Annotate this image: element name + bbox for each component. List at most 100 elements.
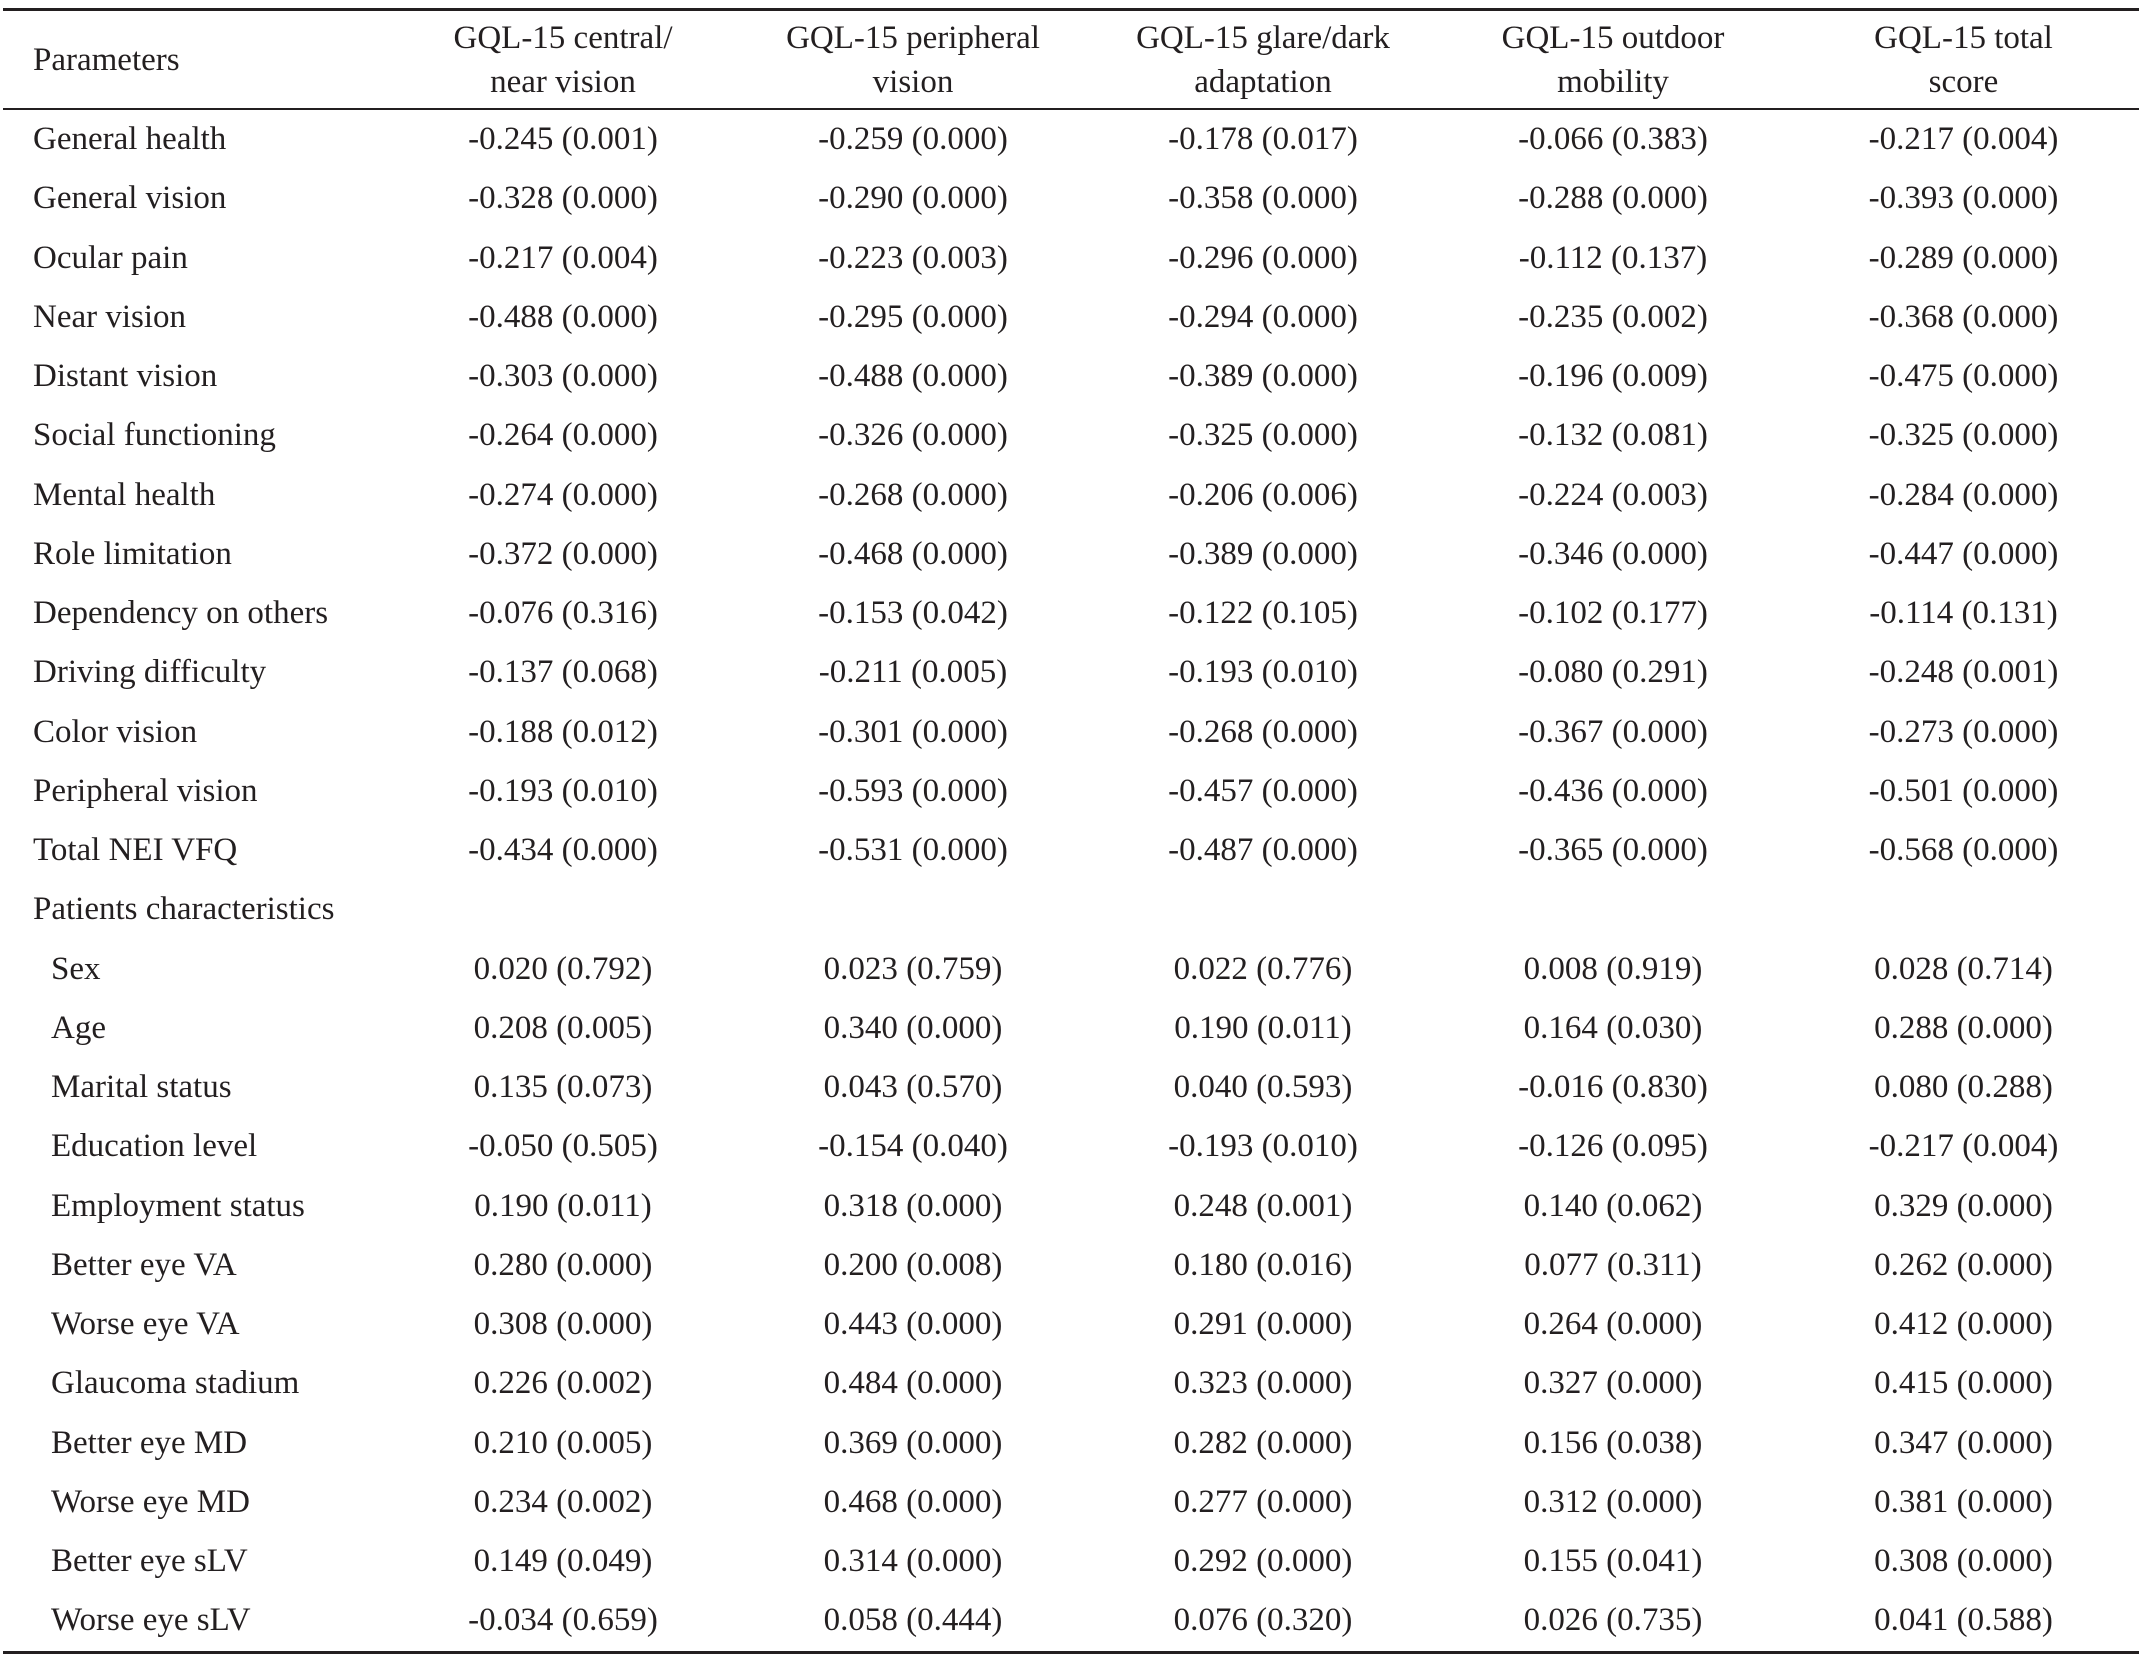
table-cell: -0.389 (0.000) (1168, 358, 1358, 395)
table-cell: 0.149 (0.049) (473, 1543, 653, 1580)
table-cell: -0.114 (0.131) (1869, 595, 2058, 632)
table-cell: 0.140 (0.062) (1523, 1187, 1703, 1224)
table-cell: -0.457 (0.000) (1168, 772, 1358, 809)
table-header: Parameters GQL-15 central/ near vision G… (3, 11, 2139, 108)
row-label: Role limitation (33, 535, 232, 572)
table-cell: -0.325 (0.000) (1168, 417, 1358, 454)
table-cell: 0.347 (0.000) (1874, 1424, 2053, 1461)
row-label: Peripheral vision (33, 772, 258, 809)
row-label: Employment status (51, 1187, 305, 1224)
table-row: Worse eye sLV -0.034 (0.659) 0.058 (0.444)… (3, 1591, 2139, 1650)
table-cell: -0.487 (0.000) (1168, 832, 1358, 869)
table-cell: -0.193 (0.010) (1168, 654, 1358, 691)
table-cell: 0.484 (0.000) (823, 1365, 1003, 1402)
table-row: General vision -0.328 (0.000) -0.290 (0.00… (3, 169, 2139, 228)
table-cell: -0.531 (0.000) (818, 832, 1008, 869)
table-row: Employment status 0.190 (0.011) 0.318 (0.0… (3, 1177, 2139, 1236)
correlation-table: Parameters GQL-15 central/ near vision G… (3, 11, 2139, 108)
table-cell: 0.020 (0.792) (473, 950, 653, 987)
table-cell: -0.290 (0.000) (818, 180, 1008, 217)
header-total-score: GQL-15 total score (1788, 11, 2139, 108)
table-row: Social functioning -0.264 (0.000) -0.326 (… (3, 406, 2139, 465)
table-cell (738, 880, 1088, 939)
table-cell: -0.468 (0.000) (818, 535, 1008, 572)
table-cell: -0.296 (0.000) (1168, 239, 1358, 276)
table-cell: -0.447 (0.000) (1868, 535, 2059, 572)
header-glare-dark-adaptation: GQL-15 glare/dark adaptation (1088, 11, 1438, 108)
header-line-2: score (1928, 63, 1999, 100)
header-outdoor-mobility: GQL-15 outdoor mobility (1438, 11, 1788, 108)
table-cell: 0.135 (0.073) (473, 1069, 653, 1106)
row-label: Mental health (33, 476, 216, 513)
row-label: Better eye sLV (51, 1543, 248, 1580)
table-cell: -0.568 (0.000) (1868, 832, 2059, 869)
table-cell: -0.488 (0.000) (468, 298, 658, 335)
table-cell: -0.154 (0.040) (818, 1128, 1008, 1165)
table-cell: 0.468 (0.000) (823, 1483, 1003, 1520)
table-cell: -0.223 (0.003) (818, 239, 1008, 276)
table-cell: -0.268 (0.000) (1168, 713, 1358, 750)
table-cell: -0.178 (0.017) (1168, 121, 1358, 158)
header-parameters-line-1: Parameters (33, 41, 180, 78)
table-cell: 0.262 (0.000) (1874, 1246, 2053, 1283)
table-cell: 0.023 (0.759) (823, 950, 1003, 987)
table-row: Color vision -0.188 (0.012) -0.301 (0.000)… (3, 703, 2139, 762)
row-label: Worse eye VA (51, 1306, 240, 1343)
table-row: Near vision -0.488 (0.000) -0.295 (0.000) -… (3, 288, 2139, 347)
table-cell: 0.312 (0.000) (1523, 1483, 1703, 1520)
table-row: Education level -0.050 (0.505) -0.154 (0.0… (3, 1117, 2139, 1176)
table-cell: -0.224 (0.003) (1518, 476, 1708, 513)
table-cell: 0.329 (0.000) (1874, 1187, 2053, 1224)
table-cell: 0.288 (0.000) (1874, 1009, 2053, 1046)
table-row: Distant vision -0.303 (0.000) -0.488 (0.00… (3, 347, 2139, 406)
table-cell: 0.156 (0.038) (1523, 1424, 1703, 1461)
row-label: Age (51, 1009, 106, 1046)
table-cell: -0.080 (0.291) (1518, 654, 1708, 691)
table-cell: -0.132 (0.081) (1518, 417, 1708, 454)
table-cell: 0.234 (0.002) (473, 1483, 653, 1520)
row-label: Education level (51, 1128, 258, 1165)
table-cell: -0.126 (0.095) (1518, 1128, 1708, 1165)
table-cell: 0.041 (0.588) (1874, 1602, 2053, 1639)
table-cell: -0.076 (0.316) (468, 595, 658, 632)
table-cell: 0.058 (0.444) (823, 1602, 1003, 1639)
table-cell: 0.381 (0.000) (1874, 1483, 2053, 1520)
table-cell: -0.284 (0.000) (1868, 476, 2059, 513)
table-cell: -0.475 (0.000) (1868, 358, 2059, 395)
table-cell: -0.294 (0.000) (1168, 298, 1358, 335)
table-cell: 0.282 (0.000) (1173, 1424, 1353, 1461)
header-line-1: GQL-15 outdoor (1501, 19, 1725, 56)
table-row: Patients characteristics (3, 880, 2139, 939)
table-cell: 0.080 (0.288) (1874, 1069, 2053, 1106)
header-row: Parameters GQL-15 central/ near vision G… (3, 11, 2139, 108)
table-cell (1788, 880, 2139, 939)
table-cell: 0.077 (0.311) (1524, 1246, 1702, 1283)
table-cell: -0.217 (0.004) (468, 239, 658, 276)
header-line-2: mobility (1557, 63, 1669, 100)
table-cell: -0.436 (0.000) (1518, 772, 1708, 809)
table-cell: -0.153 (0.042) (818, 595, 1008, 632)
table-cell: -0.295 (0.000) (818, 298, 1008, 335)
table-cell: 0.291 (0.000) (1173, 1306, 1353, 1343)
header-peripheral-vision: GQL-15 peripheral vision (738, 11, 1088, 108)
table-cell: -0.289 (0.000) (1868, 239, 2059, 276)
table-row: Sex 0.020 (0.792) 0.023 (0.759) 0.022 (0.77… (3, 940, 2139, 999)
correlation-table-body: General health -0.245 (0.001) -0.259 (0.00… (3, 110, 2139, 1651)
row-label: General health (33, 121, 227, 158)
table-cell: 0.190 (0.011) (474, 1187, 652, 1224)
table-row: Better eye sLV 0.149 (0.049) 0.314 (0.000)… (3, 1532, 2139, 1591)
table-cell: 0.208 (0.005) (473, 1009, 653, 1046)
table-cell: -0.389 (0.000) (1168, 535, 1358, 572)
table-cell: -0.137 (0.068) (468, 654, 658, 691)
table-bottom-rule (3, 1650, 2139, 1654)
table-cell: -0.368 (0.000) (1868, 298, 2059, 335)
table-cell: -0.122 (0.105) (1168, 595, 1358, 632)
table-row: Marital status 0.135 (0.073) 0.043 (0.570)… (3, 1058, 2139, 1117)
table-cell: -0.235 (0.002) (1518, 298, 1708, 335)
header-line-1: GQL-15 central/ (453, 19, 673, 56)
table-cell: -0.393 (0.000) (1868, 180, 2059, 217)
row-label: Total NEI VFQ (33, 832, 238, 869)
table-cell: 0.155 (0.041) (1523, 1543, 1703, 1580)
row-label: Dependency on others (33, 595, 329, 632)
table-cell: -0.325 (0.000) (1868, 417, 2059, 454)
